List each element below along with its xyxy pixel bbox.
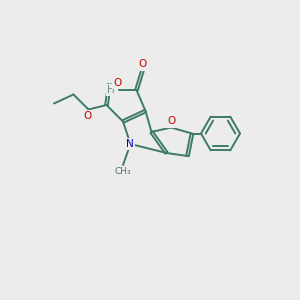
Text: H: H (107, 85, 115, 95)
Text: O: O (113, 77, 121, 88)
Text: CH₃: CH₃ (115, 167, 131, 176)
Text: O: O (138, 59, 147, 70)
Text: O: O (83, 111, 91, 121)
Text: O: O (167, 116, 175, 127)
Text: N: N (126, 139, 134, 149)
